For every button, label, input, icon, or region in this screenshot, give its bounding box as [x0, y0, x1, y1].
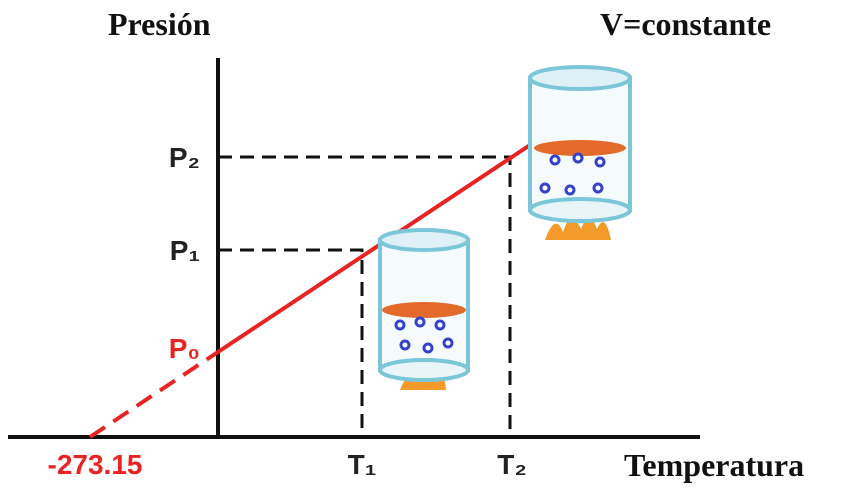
t2-label: T₂ — [497, 449, 527, 480]
x-axis-label: Temperatura — [624, 447, 804, 483]
cylinder-1 — [380, 230, 468, 390]
extrapolation — [90, 352, 218, 437]
p1-label: P₁ — [170, 235, 200, 266]
y-axis-label: Presión — [108, 6, 211, 42]
condition-label: V=constante — [600, 6, 771, 42]
zero-label: -273.15 — [48, 449, 143, 480]
t1-label: T₁ — [348, 449, 377, 480]
p2-label: P₂ — [169, 142, 200, 173]
p0-label: P₀ — [169, 333, 200, 364]
cylinder-2 — [530, 67, 630, 240]
diagram: Presión V=constante Temperatura P₂ P₁ P₀… — [0, 0, 848, 488]
